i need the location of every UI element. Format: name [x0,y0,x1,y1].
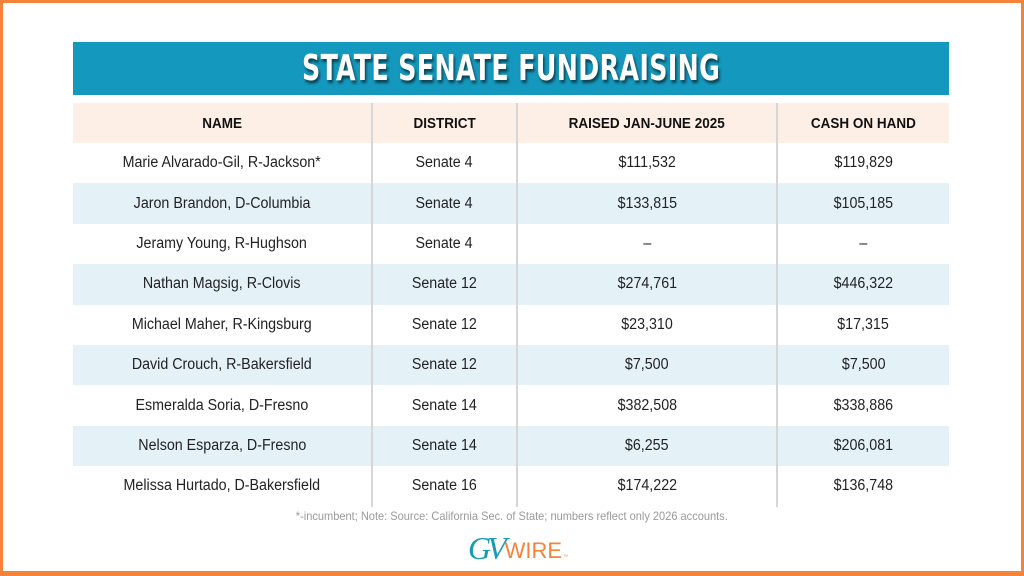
trademark-icon: ™ [563,554,569,560]
cell-district: Senate 12 [371,264,517,305]
cell-district: Senate 4 [371,143,517,184]
cell-raised: $174,222 [516,466,777,507]
cell-raised: $6,255 [516,425,777,467]
column-header-raised: RAISED JAN-JUNE 2025 [516,103,777,143]
cell-cash: $338,886 [776,385,949,426]
cell-cash: $119,829 [776,143,949,184]
cell-district: Senate 16 [371,466,517,507]
table-row: Michael Maher, R-Kingsburg Senate 12 $23… [73,304,949,345]
cell-name: Jeramy Young, R-Hughson [136,234,308,252]
cell-raised: – [516,223,777,265]
cell-name: David Crouch, R-Bakersfield [73,344,372,386]
cell-name: Jaron Brandon, D-Columbia [73,183,372,224]
cell-district: Senate 12 [371,304,517,345]
cell-name: Marie Alvarado-Gil, R-Jackson* [122,154,322,172]
cell-cash: – [776,223,949,265]
cell-raised: $23,310 [516,304,777,345]
cell-cash: $206,081 [776,425,949,467]
cell-cash: $446,322 [776,264,949,305]
cell-cash: $17,315 [776,304,949,345]
page-title: STATE SENATE FUNDRAISING [301,48,721,89]
cell-name: Nathan Magsig, R-Clovis [73,264,372,305]
cell-raised: $274,761 [516,264,777,305]
cell-raised: $133,815 [516,183,777,224]
table-row: Melissa Hurtado, D-Bakersfield Senate 16… [73,466,949,507]
column-header-district: DISTRICT [371,103,517,143]
cell-district: Senate 14 [371,385,517,426]
cell-name: Esmeralda Soria, D-Fresno [135,396,309,414]
cell-name: Michael Maher, R-Kingsburg [132,315,312,333]
fundraising-table: NAME DISTRICT RAISED JAN-JUNE 2025 CASH … [73,103,949,507]
cell-cash: $136,748 [776,466,949,507]
cell-name: Nelson Esparza, D-Fresno [73,425,372,467]
logo-gv-mark: GV [468,530,507,566]
cell-district: Senate 4 [371,223,517,265]
table-row: Esmeralda Soria, D-Fresno Senate 14 $382… [73,385,949,426]
title-banner: STATE SENATE FUNDRAISING [73,42,949,95]
cell-raised: $111,532 [516,143,777,184]
column-header-cash: CASH ON HAND [776,103,949,143]
cell-district: Senate 14 [371,425,517,467]
cell-name: Melissa Hurtado, D-Bakersfield [123,477,321,495]
table-row: Marie Alvarado-Gil, R-Jackson* Senate 4 … [73,143,949,184]
cell-district: Senate 12 [371,344,517,386]
table-row: Jaron Brandon, D-Columbia Senate 4 $133,… [73,183,949,224]
source-footnote: *-incumbent; Note: Source: California Se… [295,509,728,523]
table-row: Nathan Magsig, R-Clovis Senate 12 $274,7… [73,264,949,305]
cell-raised: $7,500 [516,344,777,386]
logo-wire-text: WIRE [504,538,563,563]
column-header-name: NAME [73,103,372,143]
cell-cash: $7,500 [776,344,949,386]
cell-district: Senate 4 [371,183,517,224]
table-row: David Crouch, R-Bakersfield Senate 12 $7… [73,344,949,386]
cell-raised: $382,508 [516,385,777,426]
table-row: Jeramy Young, R-Hughson Senate 4 – – [73,223,949,265]
table-row: Nelson Esparza, D-Fresno Senate 14 $6,25… [73,425,949,467]
cell-cash: $105,185 [776,183,949,224]
gv-wire-logo: GV WIRE ™ [468,528,568,564]
header-row: NAME DISTRICT RAISED JAN-JUNE 2025 CASH … [73,103,949,143]
